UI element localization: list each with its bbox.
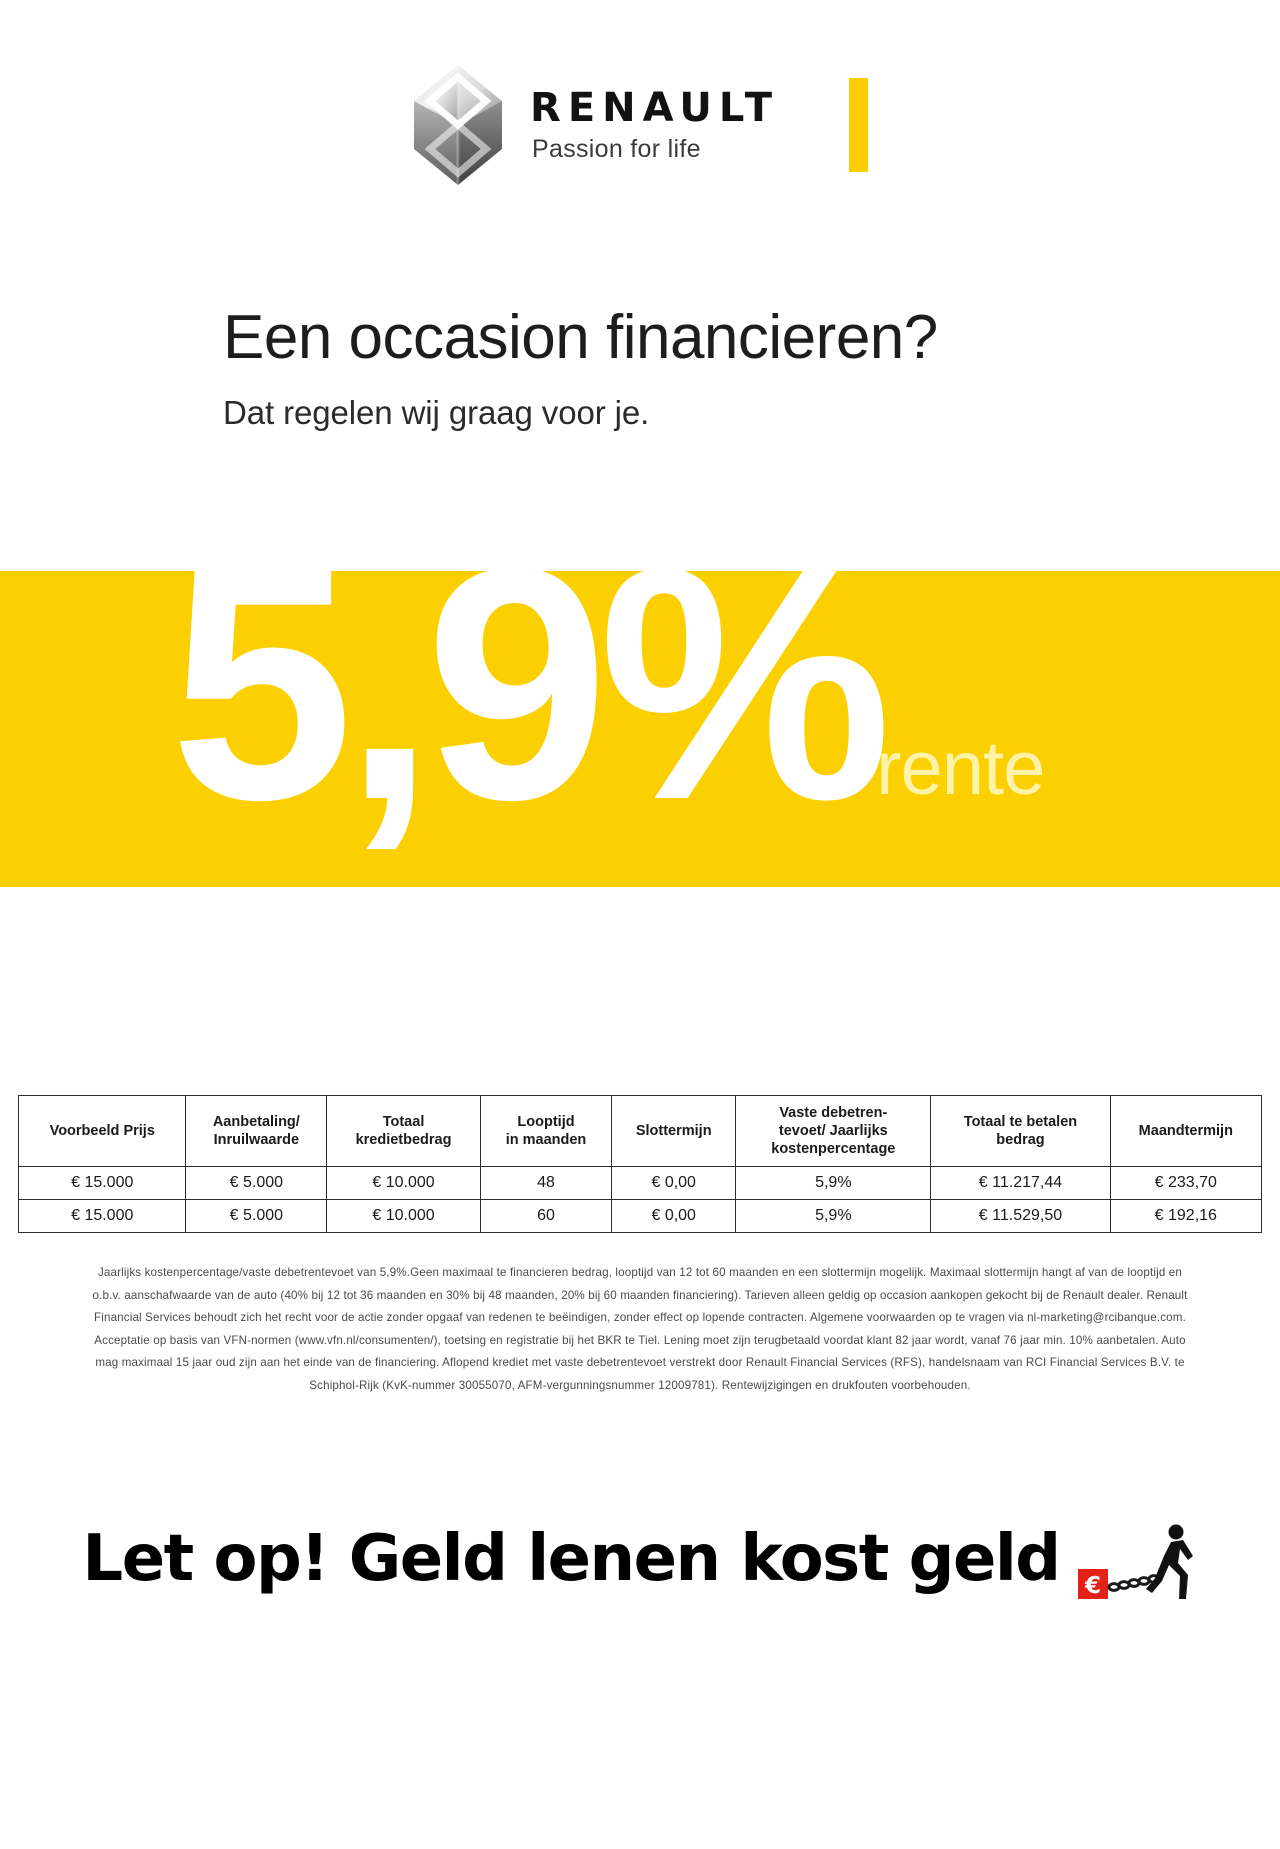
afm-ball-and-chain-icon: €	[1077, 1524, 1193, 1599]
table-cell: 48	[479, 1166, 613, 1200]
column-header-totaal-kredietbedrag: Totaal kredietbedrag	[326, 1095, 481, 1167]
rate-banner: 5,9% rente	[0, 571, 1280, 887]
table-cell: € 10.000	[326, 1199, 481, 1233]
table-cell: € 11.217,44	[930, 1166, 1111, 1200]
table-cell: € 5.000	[185, 1199, 328, 1233]
brand-name: RENAULT	[530, 84, 779, 131]
table-cell: € 15.000	[17, 1166, 187, 1200]
svg-text:€: €	[1084, 1573, 1101, 1599]
financing-example-table-wrapper: Voorbeeld Prijs Aanbetaling/Inruilwaarde…	[17, 1095, 1263, 1233]
table-row: € 15.000 € 5.000 € 10.000 60 € 0,00 5,9% € 11.…	[17, 1199, 1263, 1233]
table-cell: € 5.000	[185, 1166, 328, 1200]
table-cell: € 11.529,50	[930, 1199, 1111, 1233]
table-header-row: Voorbeeld Prijs Aanbetaling/Inruilwaarde…	[17, 1095, 1263, 1167]
column-header-slottermijn: Slottermijn	[611, 1095, 737, 1167]
table-cell: € 0,00	[611, 1166, 737, 1200]
hero-text-block: Een occasion financieren? Dat regelen wi…	[0, 303, 1280, 432]
table-body: € 15.000 € 5.000 € 10.000 48 € 0,00 5,9% € 11.…	[17, 1166, 1263, 1233]
brand-accent-bar	[848, 78, 868, 172]
page-title: Een occasion financieren?	[223, 303, 938, 372]
column-header-totaal-te-betalen: Totaal te betalen bedrag	[930, 1095, 1111, 1167]
financing-example-table: Voorbeeld Prijs Aanbetaling/Inruilwaarde…	[17, 1095, 1263, 1233]
column-header-voorbeeld-prijs: Voorbeeld Prijs	[17, 1095, 187, 1167]
afm-warning-banner: Let op! Geld lenen kost geld €	[0, 1505, 1280, 1613]
table-cell: 60	[479, 1199, 613, 1233]
interest-rate-label: rente	[876, 726, 1045, 811]
afm-warning-text: Let op! Geld lenen kost geld	[82, 1522, 1061, 1596]
column-header-debetrentevoet: Vaste debetren-tevoet/ Jaarlijks kostenpe…	[735, 1095, 932, 1167]
legal-fineprint: Jaarlijks kostenpercentage/vaste debetre…	[92, 1266, 1188, 1392]
renault-wordmark: RENAULT Passion for life	[530, 87, 779, 164]
brand-tagline: Passion for life	[532, 134, 701, 163]
renault-diamond-icon	[414, 65, 503, 185]
table-cell: 5,9%	[735, 1199, 932, 1233]
table-cell: € 192,16	[1109, 1199, 1263, 1233]
page-subtitle: Dat regelen wij graag voor je.	[223, 393, 650, 431]
table-cell: € 0,00	[611, 1199, 737, 1233]
table-cell: € 15.000	[17, 1199, 187, 1233]
renault-logo-lockup: RENAULT Passion for life	[412, 63, 779, 187]
column-header-maandtermijn: Maandtermijn	[1109, 1095, 1263, 1167]
table-row: € 15.000 € 5.000 € 10.000 48 € 0,00 5,9% € 11.…	[17, 1166, 1263, 1200]
interest-rate-value: 5,9%	[170, 571, 892, 868]
table-cell: € 233,70	[1109, 1166, 1263, 1200]
brand-header: RENAULT Passion for life	[0, 0, 1280, 250]
rate-banner-content: 5,9% rente	[170, 571, 1050, 849]
column-header-looptijd: Looptijd in maanden	[479, 1095, 613, 1167]
column-header-aanbetaling: Aanbetaling/Inruilwaarde	[185, 1095, 328, 1167]
table-cell: € 10.000	[326, 1166, 481, 1200]
table-cell: 5,9%	[735, 1166, 932, 1200]
